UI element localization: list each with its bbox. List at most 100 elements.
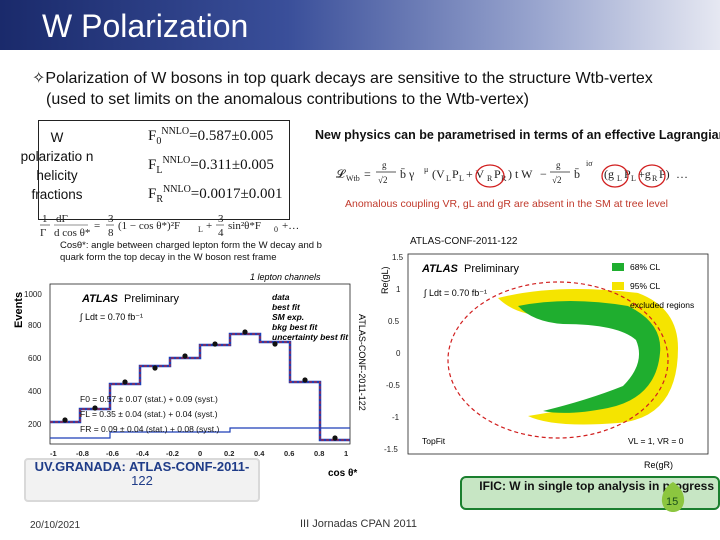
x-tick: 1 — [344, 449, 348, 458]
y-tick: 0 — [396, 349, 401, 358]
f0-fraction: F0NNLO=0.587±0.005 — [148, 126, 274, 147]
helicity-box — [38, 120, 290, 220]
svg-text:μ: μ — [424, 165, 428, 174]
svg-text:b̄ γ: b̄ γ — [400, 167, 415, 181]
svg-text:) t W: ) t W — [508, 167, 533, 181]
svg-text:=: = — [364, 167, 371, 181]
page-number-badge: 15 — [661, 482, 685, 512]
x-tick: 0.8 — [314, 449, 324, 458]
svg-text:+: + — [206, 220, 212, 232]
svg-text:iσ: iσ — [586, 159, 593, 168]
result-fl: FL = 0.35 ± 0.04 (stat.) + 0.04 (syst.) — [80, 409, 218, 419]
svg-text:Γ: Γ — [40, 227, 46, 239]
svg-text:Wtb: Wtb — [346, 174, 360, 183]
svg-text:8: 8 — [108, 227, 114, 239]
y-tick: 800 — [28, 321, 42, 330]
svg-text:+ V: + V — [466, 167, 485, 181]
x-tick: 0.2 — [224, 449, 234, 458]
svg-text:L: L — [459, 174, 464, 183]
legend-entry: best fit — [272, 302, 301, 312]
svg-text:g: g — [556, 160, 561, 170]
svg-text:L: L — [617, 174, 622, 183]
svg-text:R: R — [652, 174, 658, 183]
footer-event: III Jornadas CPAN 2011 — [300, 518, 417, 530]
x-axis-title: cos θ* — [328, 468, 357, 479]
x-axis-title: Re(gR) — [644, 460, 673, 470]
x-tick: -0.6 — [106, 449, 119, 458]
svg-text:1: 1 — [42, 213, 48, 225]
coupling-note: VL = 1, VR = 0 — [628, 436, 684, 446]
fr-fraction: FRNNLO=0.0017±0.001 — [148, 184, 283, 205]
legend-entry: SM exp. — [272, 312, 304, 322]
svg-text:√2: √2 — [552, 175, 561, 185]
legend-entry: bkg best fit — [272, 322, 319, 332]
cos-theta-formula-image: 1 Γ dΓ d cos θ* = 3 8 (1 − cos θ*)²F L +3 4 s… — [40, 213, 298, 239]
svg-text:R: R — [487, 174, 493, 183]
result-fr: FR = 0.09 ± 0.04 (stat.) + 0.08 (syst.) — [80, 424, 219, 434]
y-tick: -0.5 — [386, 381, 400, 390]
svg-text:+…: +… — [282, 220, 298, 232]
x-tick: 0.6 — [284, 449, 294, 458]
atlas-label: ATLAS — [421, 263, 459, 275]
page-number: 15 — [666, 496, 678, 508]
y-tick: 1.5 — [392, 253, 404, 262]
svg-text:=: = — [94, 220, 100, 232]
svg-text:dΓ: dΓ — [56, 213, 68, 225]
y-tick: 600 — [28, 354, 42, 363]
cos-theta-distribution-plot: Events 1 lepton channels 1000 800 600 40… — [13, 272, 357, 479]
x-tick: 0.4 — [254, 449, 265, 458]
svg-text:0: 0 — [274, 225, 278, 234]
y-tick: 200 — [28, 420, 42, 429]
main-bullet: ✧Polarization of W bosons in top quark d… — [32, 68, 692, 110]
y-axis-title: Events — [13, 292, 25, 328]
anomalous-coupling-note: Anomalous coupling VR, gL and gR are abs… — [345, 198, 668, 210]
legend-entry: uncertainty best fit — [272, 332, 349, 342]
svg-text:L: L — [631, 174, 636, 183]
legend-entry: 95% CL — [630, 281, 661, 291]
x-tick: -0.8 — [76, 449, 89, 458]
slide-title: W Polarization — [42, 8, 249, 44]
lagrangian-formula-image: 𝓛 Wtb = g√2 b̄ γ μ (V L P L + V R P R) t W − g√2 b… — [336, 159, 688, 188]
svg-text:P: P — [452, 167, 459, 181]
svg-text:d cos θ*: d cos θ* — [54, 227, 90, 239]
preliminary-label: Preliminary — [124, 293, 180, 305]
x-tick: -1 — [50, 449, 57, 458]
granada-line-2: 122 — [131, 473, 153, 488]
svg-text:−: − — [540, 167, 547, 181]
title-bar: W Polarization — [0, 0, 720, 50]
svg-text:L: L — [446, 174, 451, 183]
svg-text:g: g — [382, 160, 387, 170]
svg-text:L: L — [198, 225, 203, 234]
svg-text:b̄: b̄ — [574, 167, 580, 181]
plot-title: 1 lepton channels — [250, 272, 321, 282]
helicity-label: W polarizatio n helicity fractions — [20, 130, 94, 202]
y-tick: 400 — [28, 387, 42, 396]
legend-entry: data — [272, 292, 290, 302]
footer-date: 20/10/2021 — [30, 520, 81, 531]
x-tick: -0.4 — [136, 449, 150, 458]
legend-entry: 68% CL — [630, 262, 661, 272]
svg-text:(g: (g — [604, 167, 614, 181]
svg-text:𝓛: 𝓛 — [336, 167, 346, 181]
y-tick: -1.5 — [384, 445, 398, 454]
y-tick: 0.5 — [388, 317, 400, 326]
ific-note-text: IFIC: W in single top analysis in progre… — [479, 479, 714, 493]
svg-text:(V: (V — [432, 167, 445, 181]
coupling-limits-plot: 1.5 1 0.5 0 -0.5 -1 -1.5 Re(gL) ATLAS Pr… — [380, 253, 709, 470]
granada-reference-box: UV.GRANADA: ATLAS-CONF-2011- 122 — [24, 458, 260, 502]
svg-text:sin²θ*F: sin²θ*F — [228, 220, 261, 232]
y-tick: -1 — [392, 413, 400, 422]
svg-text:4: 4 — [218, 227, 224, 239]
svg-text:(1 − cos θ*)²F: (1 − cos θ*)²F — [118, 220, 180, 232]
cos-theta-description: Cosθ*: angle between charged lepton form… — [60, 240, 322, 263]
preliminary-label: Preliminary — [464, 263, 520, 275]
x-tick: 0 — [198, 449, 202, 458]
fl-fraction: FLNNLO=0.311±0.005 — [148, 155, 274, 176]
new-physics-text: New physics can be parametrised in terms… — [315, 128, 720, 142]
y-tick: 1 — [396, 285, 401, 294]
y-tick: 1000 — [24, 290, 42, 299]
bullet-line-2: (used to set limits on the anomalous con… — [46, 91, 529, 108]
svg-text:3: 3 — [108, 213, 114, 225]
svg-text:3: 3 — [218, 213, 224, 225]
svg-text:√2: √2 — [378, 175, 387, 185]
